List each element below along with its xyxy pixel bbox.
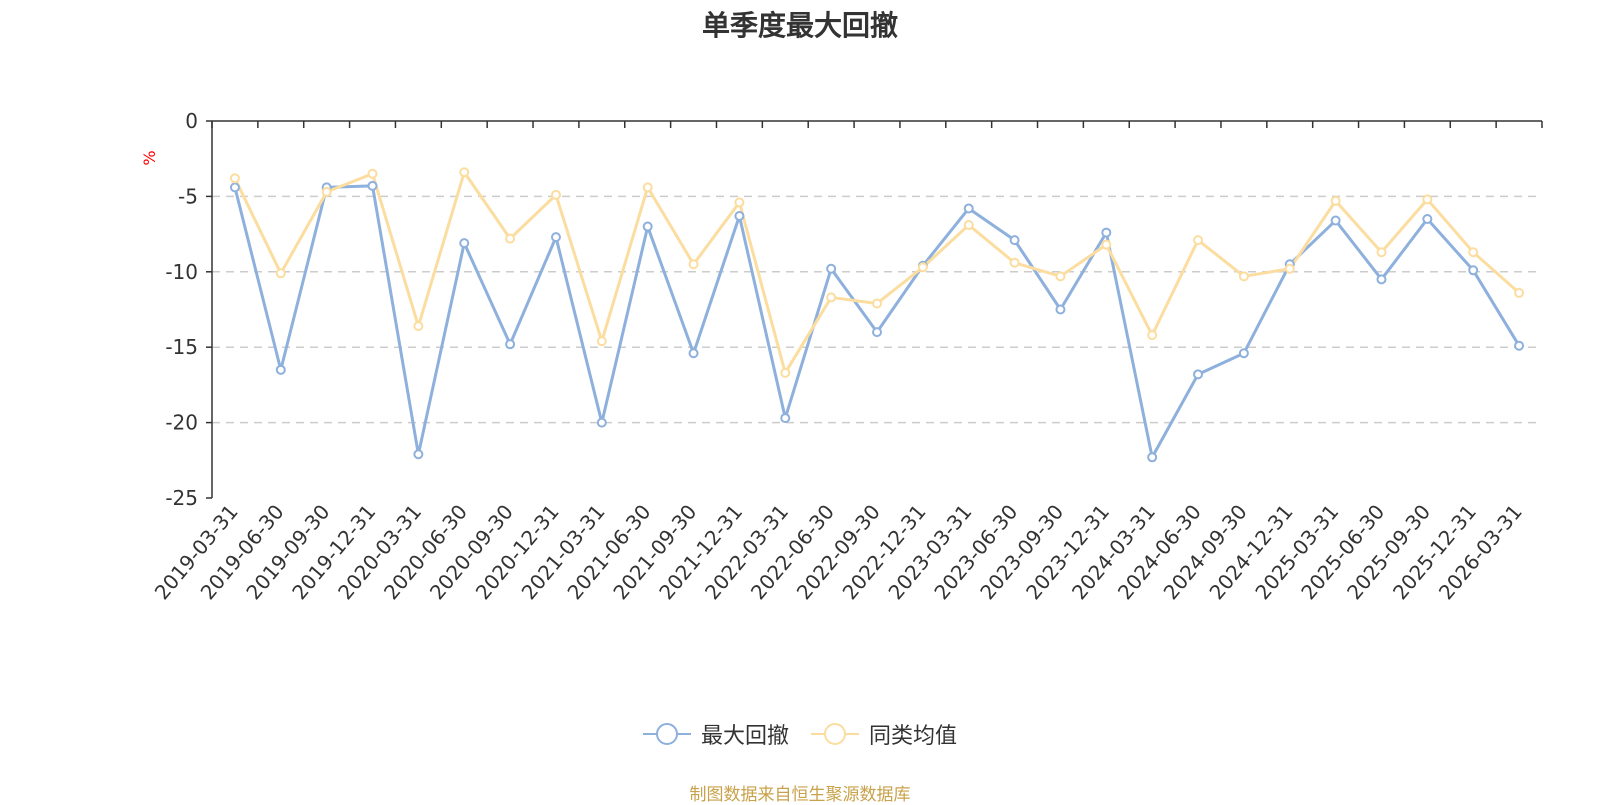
data-point-0[interactable] <box>734 211 745 222</box>
y-tick-label: -25 <box>165 486 198 510</box>
y-tick-label: 0 <box>185 109 198 133</box>
data-point-1[interactable] <box>1147 330 1158 341</box>
data-point-1[interactable] <box>963 220 974 231</box>
data-point-1[interactable] <box>1055 271 1066 282</box>
data-point-0[interactable] <box>275 364 286 375</box>
legend-label-peer-average: 同类均值 <box>869 724 958 749</box>
data-point-1[interactable] <box>1009 257 1020 268</box>
data-point-0[interactable] <box>550 232 561 243</box>
chart-title: 单季度最大回撤 <box>701 9 898 42</box>
data-point-0[interactable] <box>596 417 607 428</box>
legend: 最大回撤 同类均值 <box>0 718 1600 750</box>
data-point-1[interactable] <box>275 268 286 279</box>
grid-layer <box>212 195 1542 424</box>
y-tick-label: -15 <box>165 335 198 359</box>
data-point-0[interactable] <box>229 182 240 193</box>
data-point-0[interactable] <box>1147 452 1158 463</box>
data-point-0[interactable] <box>826 263 837 274</box>
data-point-1[interactable] <box>1376 247 1387 258</box>
series-line-0 <box>233 184 1521 459</box>
data-source-note: 制图数据来自恒生聚源数据库 <box>689 785 911 805</box>
data-point-0[interactable] <box>1468 265 1479 276</box>
data-point-0[interactable] <box>413 449 424 460</box>
data-point-1[interactable] <box>1238 271 1249 282</box>
data-point-0[interactable] <box>1422 214 1433 225</box>
data-point-0[interactable] <box>642 221 653 232</box>
data-point-0[interactable] <box>1101 227 1112 238</box>
data-point-1[interactable] <box>1193 235 1204 246</box>
data-point-1[interactable] <box>1422 194 1433 205</box>
y-tick-label: -20 <box>165 411 198 435</box>
data-point-1[interactable] <box>367 168 378 179</box>
data-point-1[interactable] <box>1468 247 1479 258</box>
data-point-0[interactable] <box>1009 235 1020 246</box>
y-tick-label: -10 <box>165 260 198 284</box>
data-point-1[interactable] <box>413 321 424 332</box>
data-point-1[interactable] <box>642 182 653 193</box>
data-point-0[interactable] <box>1055 304 1066 315</box>
data-point-1[interactable] <box>872 298 882 309</box>
data-point-1[interactable] <box>780 367 791 378</box>
data-point-1[interactable] <box>917 262 928 273</box>
series-layer <box>229 167 1525 463</box>
data-point-0[interactable] <box>1330 215 1341 226</box>
data-point-0[interactable] <box>780 413 791 424</box>
data-point-1[interactable] <box>459 167 470 178</box>
data-point-1[interactable] <box>688 259 699 270</box>
data-point-1[interactable] <box>321 186 332 197</box>
data-point-1[interactable] <box>1330 195 1341 206</box>
data-point-0[interactable] <box>367 180 378 191</box>
data-point-1[interactable] <box>1514 287 1525 298</box>
data-point-0[interactable] <box>505 339 516 350</box>
legend-marker-max-drawdown-icon <box>642 722 691 746</box>
data-point-1[interactable] <box>826 292 837 303</box>
data-point-0[interactable] <box>963 203 974 214</box>
legend-item-max-drawdown[interactable]: 最大回撤 <box>642 718 789 750</box>
data-point-1[interactable] <box>229 173 240 184</box>
data-point-0[interactable] <box>872 327 882 338</box>
series-line-1 <box>233 170 1521 375</box>
data-point-1[interactable] <box>550 189 561 200</box>
data-point-1[interactable] <box>1284 263 1295 274</box>
data-point-0[interactable] <box>1238 348 1249 359</box>
data-point-0[interactable] <box>1193 369 1204 380</box>
data-point-1[interactable] <box>734 197 745 208</box>
data-point-1[interactable] <box>505 233 516 244</box>
data-point-0[interactable] <box>1514 340 1525 351</box>
data-point-0[interactable] <box>459 238 470 249</box>
data-point-0[interactable] <box>1376 274 1387 285</box>
y-axis-unit-label: % <box>140 150 159 165</box>
y-tick-label: -5 <box>178 184 198 208</box>
data-point-0[interactable] <box>688 348 699 359</box>
legend-marker-peer-average-icon <box>811 722 859 746</box>
legend-item-peer-average[interactable]: 同类均值 <box>811 718 957 750</box>
axis-layer: 0-5-10-15-20-252019-03-312019-06-302019-… <box>150 109 1543 604</box>
data-point-1[interactable] <box>596 336 607 347</box>
legend-label-max-drawdown: 最大回撤 <box>700 724 789 749</box>
data-point-1[interactable] <box>1101 239 1112 250</box>
